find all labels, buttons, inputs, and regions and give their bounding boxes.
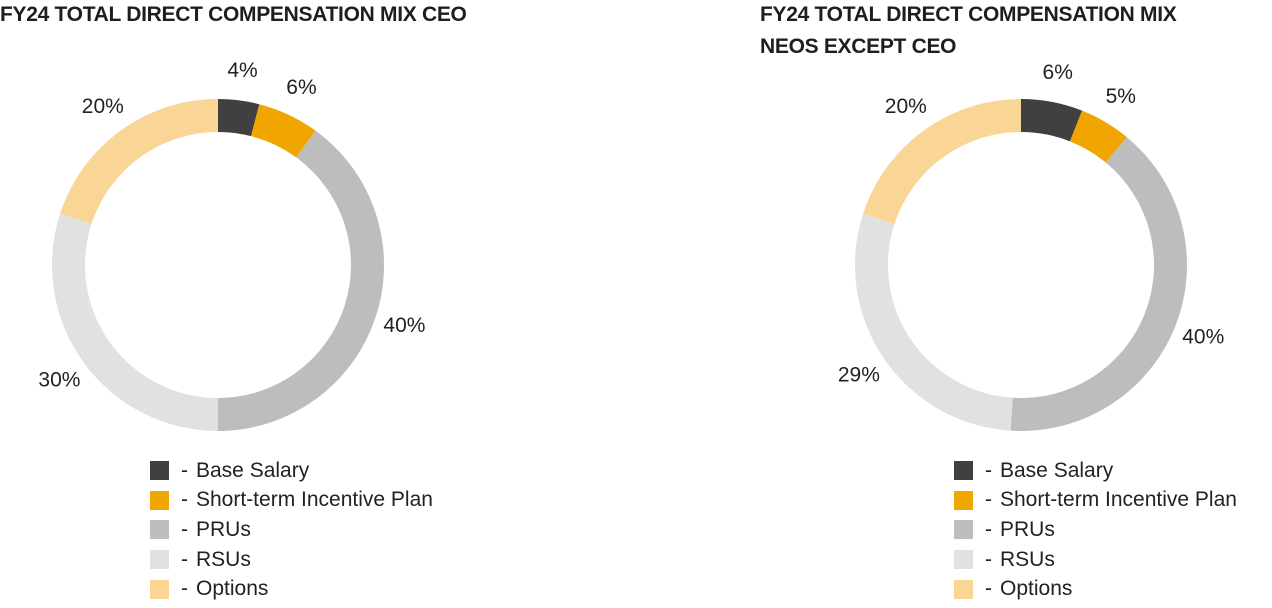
neos-chart-title-line-1: FY24 TOTAL DIRECT COMPENSATION MIX (760, 3, 1177, 26)
legend-item-options: - Options (954, 574, 1237, 604)
legend-swatch (150, 520, 169, 540)
legend-dash: - (985, 458, 992, 482)
legend-dash: - (985, 547, 992, 571)
ceo-legend: - Base Salary - Short-term Incentive Plan … (150, 456, 433, 604)
legend-label: RSUs (1000, 547, 1055, 571)
ceo-label-options: 20% (82, 95, 124, 118)
ceo-slice-options (60, 99, 218, 224)
legend-label: PRUs (1000, 517, 1055, 541)
ceo-label-rsus: 30% (38, 369, 80, 392)
legend-label: PRUs (196, 517, 251, 541)
legend-label: Options (1000, 577, 1073, 601)
legend-item-stip: - Short-term Incentive Plan (150, 486, 433, 516)
neos-donut-chart: 6% 5% 40% 29% 20% (838, 61, 1224, 432)
legend-dash: - (985, 577, 992, 601)
neos-slice-base-salary (1021, 99, 1083, 142)
ceo-chart-title-line: FY24 TOTAL DIRECT COMPENSATION MIX CEO (0, 3, 467, 26)
legend-swatch (954, 520, 973, 540)
ceo-slice-base-salary (218, 99, 260, 137)
neos-label-prus: 40% (1182, 326, 1224, 349)
neos-slice-rsus (855, 213, 1013, 431)
legend-dash: - (985, 488, 992, 512)
legend-label: Short-term Incentive Plan (196, 488, 433, 512)
neos-slice-options (863, 99, 1021, 224)
ceo-chart-title: FY24 TOTAL DIRECT COMPENSATION MIX CEO (0, 0, 620, 31)
neos-label-options: 20% (885, 95, 927, 118)
neos-label-stip: 5% (1106, 85, 1136, 108)
neos-chart-title: FY24 TOTAL DIRECT COMPENSATION MIX NEOS … (760, 0, 1272, 63)
legend-swatch (954, 550, 973, 570)
neos-slice-stip (1069, 110, 1127, 163)
ceo-label-prus: 40% (383, 314, 425, 337)
legend-item-rsus: - RSUs (150, 545, 433, 575)
legend-item-base-salary: - Base Salary (954, 456, 1237, 486)
ceo-donut-chart: 4% 6% 40% 30% 20% (38, 59, 425, 431)
legend-item-rsus: - RSUs (954, 545, 1237, 575)
legend-dash: - (181, 458, 188, 482)
legend-item-prus: - PRUs (954, 515, 1237, 545)
legend-swatch (954, 461, 973, 481)
ceo-slice-rsus (51, 213, 219, 431)
ceo-slice-prus (218, 130, 384, 431)
legend-label: Base Salary (1000, 458, 1114, 482)
ceo-slice-stip (251, 104, 316, 158)
legend-dash: - (985, 517, 992, 541)
neos-chart-title-line-2: NEOS EXCEPT CEO (760, 35, 957, 58)
legend-swatch (150, 579, 169, 599)
ceo-label-stip: 6% (286, 76, 316, 99)
legend-dash: - (181, 577, 188, 601)
neos-chart-panel: FY24 TOTAL DIRECT COMPENSATION MIX NEOS … (760, 0, 1272, 608)
legend-label: Short-term Incentive Plan (1000, 488, 1237, 512)
neos-legend: - Base Salary - Short-term Incentive Plan … (954, 456, 1237, 604)
neos-slice-prus (1010, 137, 1187, 432)
legend-dash: - (181, 488, 188, 512)
ceo-label-base-salary: 4% (227, 59, 257, 82)
legend-swatch (954, 490, 973, 510)
legend-item-prus: - PRUs (150, 515, 433, 545)
legend-swatch (954, 579, 973, 599)
legend-swatch (150, 490, 169, 510)
neos-label-rsus: 29% (838, 364, 880, 387)
legend-label: Options (196, 577, 269, 601)
legend-item-base-salary: - Base Salary (150, 456, 433, 486)
legend-label: RSUs (196, 547, 251, 571)
legend-item-options: - Options (150, 574, 433, 604)
legend-swatch (150, 461, 169, 481)
legend-item-stip: - Short-term Incentive Plan (954, 486, 1237, 516)
legend-dash: - (181, 547, 188, 571)
neos-label-base-salary: 6% (1043, 61, 1073, 84)
legend-label: Base Salary (196, 458, 310, 482)
ceo-chart-panel: FY24 TOTAL DIRECT COMPENSATION MIX CEO 4… (0, 0, 620, 608)
legend-dash: - (181, 517, 188, 541)
legend-swatch (150, 550, 169, 570)
